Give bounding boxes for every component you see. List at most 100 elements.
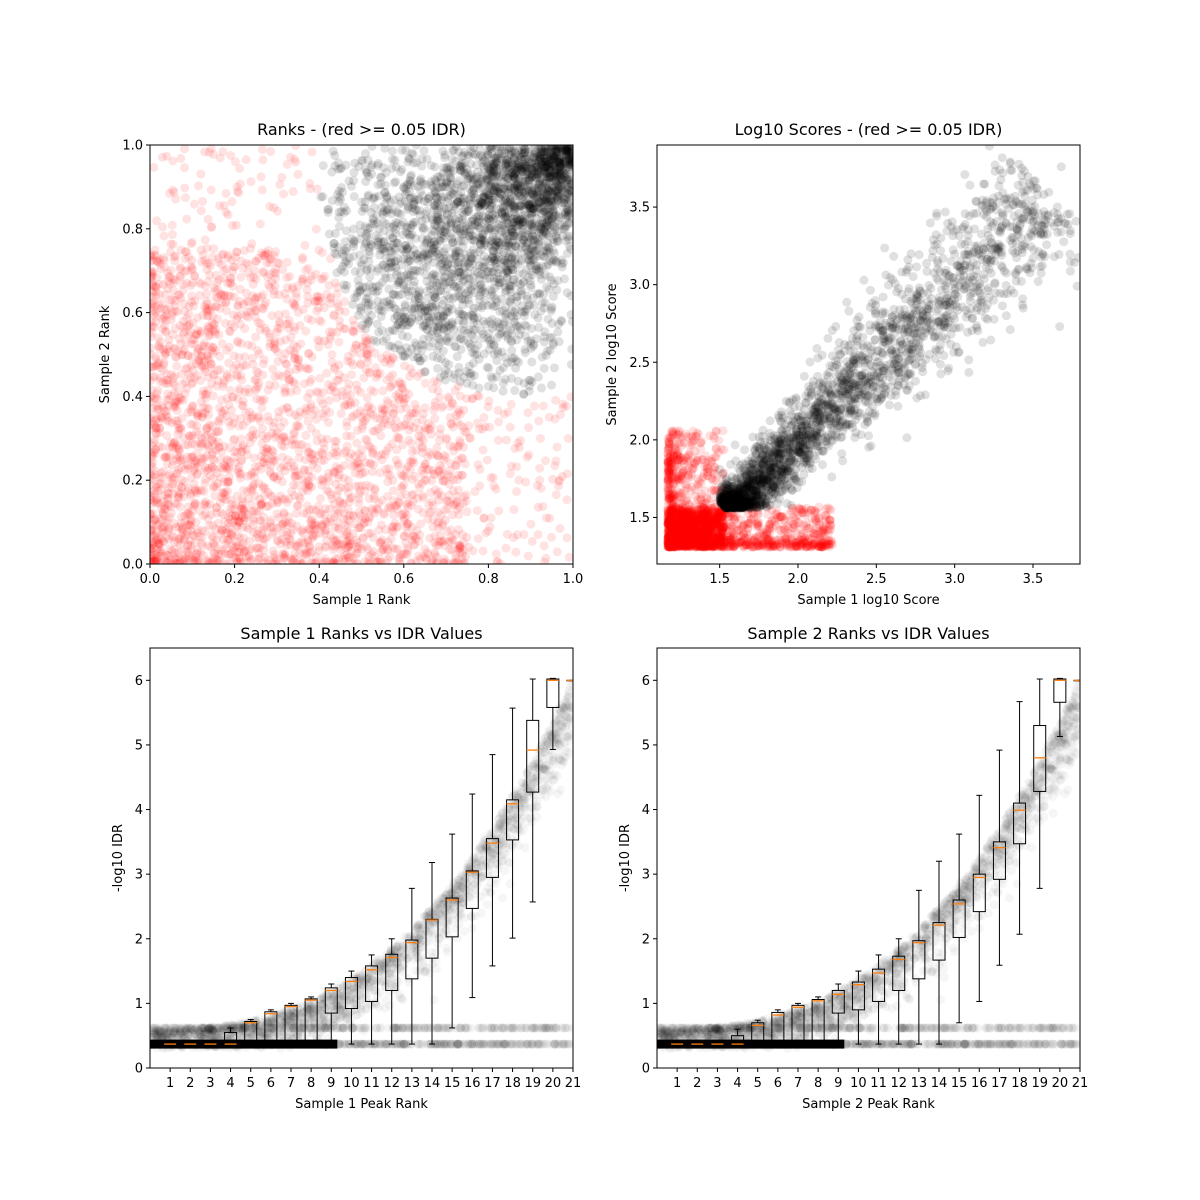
data-point-red xyxy=(434,523,444,533)
data-point-red xyxy=(311,414,321,424)
data-point-red xyxy=(191,330,201,340)
data-point-red xyxy=(235,469,245,479)
data-point-red xyxy=(150,272,157,282)
data-point-red xyxy=(203,304,213,314)
data-point-red xyxy=(297,525,307,535)
data-point-red xyxy=(475,464,485,474)
data-point-red xyxy=(433,507,443,517)
data-point-red xyxy=(338,539,348,549)
data-point-red xyxy=(308,409,318,419)
data-point-red xyxy=(154,341,164,351)
data-point-red xyxy=(182,383,192,393)
data-point-red xyxy=(207,302,217,312)
data-point-red xyxy=(228,435,238,445)
data-point-red xyxy=(153,498,163,508)
data-point-red xyxy=(310,558,320,564)
data-point-red xyxy=(203,439,213,449)
data-point-red xyxy=(208,432,218,442)
data-point-red xyxy=(289,429,299,439)
data-point-red xyxy=(307,533,317,543)
data-point-red xyxy=(379,510,389,520)
data-point-red xyxy=(241,311,251,321)
data-point-red xyxy=(155,255,165,265)
data-point-red xyxy=(438,519,448,529)
data-point-red xyxy=(301,403,311,413)
data-point-red xyxy=(172,499,182,509)
data-point-red xyxy=(286,528,296,538)
data-point-red xyxy=(321,525,331,535)
data-point-red xyxy=(175,423,185,433)
data-point-red xyxy=(239,485,249,495)
data-point-red xyxy=(272,495,282,505)
data-point-red xyxy=(385,359,395,369)
data-point-red xyxy=(203,354,213,364)
data-point-red xyxy=(170,416,180,426)
data-point-red xyxy=(541,456,551,466)
data-point-red xyxy=(150,557,160,564)
data-point-black xyxy=(324,229,334,239)
data-point-red xyxy=(150,271,157,281)
data-point-red xyxy=(301,326,311,336)
data-point-red xyxy=(193,325,203,335)
data-point-black xyxy=(334,221,344,231)
data-point-red xyxy=(164,523,174,533)
data-point-red xyxy=(225,278,235,288)
data-point-red xyxy=(150,250,156,260)
data-point-red xyxy=(243,268,253,278)
data-point-red xyxy=(187,265,197,275)
data-point-red xyxy=(242,486,252,496)
data-point-red xyxy=(339,557,349,564)
data-point-red xyxy=(280,517,290,527)
data-point-red xyxy=(150,538,159,548)
data-point-red xyxy=(445,465,455,475)
data-point-red xyxy=(305,178,315,188)
data-point-red xyxy=(446,525,456,535)
data-point-red xyxy=(367,447,377,457)
data-point-red xyxy=(288,524,298,534)
data-point-red xyxy=(278,354,288,364)
data-point-red xyxy=(165,512,175,522)
data-point-red xyxy=(274,310,284,320)
data-point-red xyxy=(433,518,443,528)
data-point-red xyxy=(182,509,192,519)
data-point-red xyxy=(213,557,223,564)
data-point-red xyxy=(344,453,354,463)
data-point-red xyxy=(486,513,496,523)
data-point-red xyxy=(395,559,405,564)
data-point-red xyxy=(271,264,281,274)
data-point-red xyxy=(298,252,308,262)
data-point-black xyxy=(378,336,388,346)
data-point-red xyxy=(198,250,208,260)
data-point-red xyxy=(236,456,246,466)
data-point-red xyxy=(162,451,172,461)
data-point-red xyxy=(358,417,368,427)
data-point-red xyxy=(198,438,208,448)
data-point-red xyxy=(188,419,198,429)
data-point-red xyxy=(414,437,424,447)
data-point-red xyxy=(171,396,181,406)
data-point-red xyxy=(393,544,403,554)
data-point-red xyxy=(290,350,300,360)
data-point-red xyxy=(231,500,241,510)
data-point-red xyxy=(215,351,225,361)
data-point-red xyxy=(216,473,226,483)
data-point-red xyxy=(150,490,160,500)
data-point-red xyxy=(163,284,173,294)
data-point-red xyxy=(448,475,458,485)
data-point-red xyxy=(442,433,452,443)
data-point-red xyxy=(158,345,168,355)
data-point-red xyxy=(282,403,292,413)
data-point-red xyxy=(211,508,221,518)
data-point-red xyxy=(306,423,316,433)
data-point-red xyxy=(341,521,351,531)
data-point-red xyxy=(407,447,417,457)
data-point-red xyxy=(346,357,356,367)
data-point-red xyxy=(224,477,234,487)
data-point-red xyxy=(305,505,315,515)
data-point-red xyxy=(236,309,246,319)
data-point-red xyxy=(239,246,249,256)
data-point-red xyxy=(167,294,177,304)
data-point-red xyxy=(321,536,331,546)
data-point-red xyxy=(204,331,214,341)
data-point-red xyxy=(231,252,241,262)
